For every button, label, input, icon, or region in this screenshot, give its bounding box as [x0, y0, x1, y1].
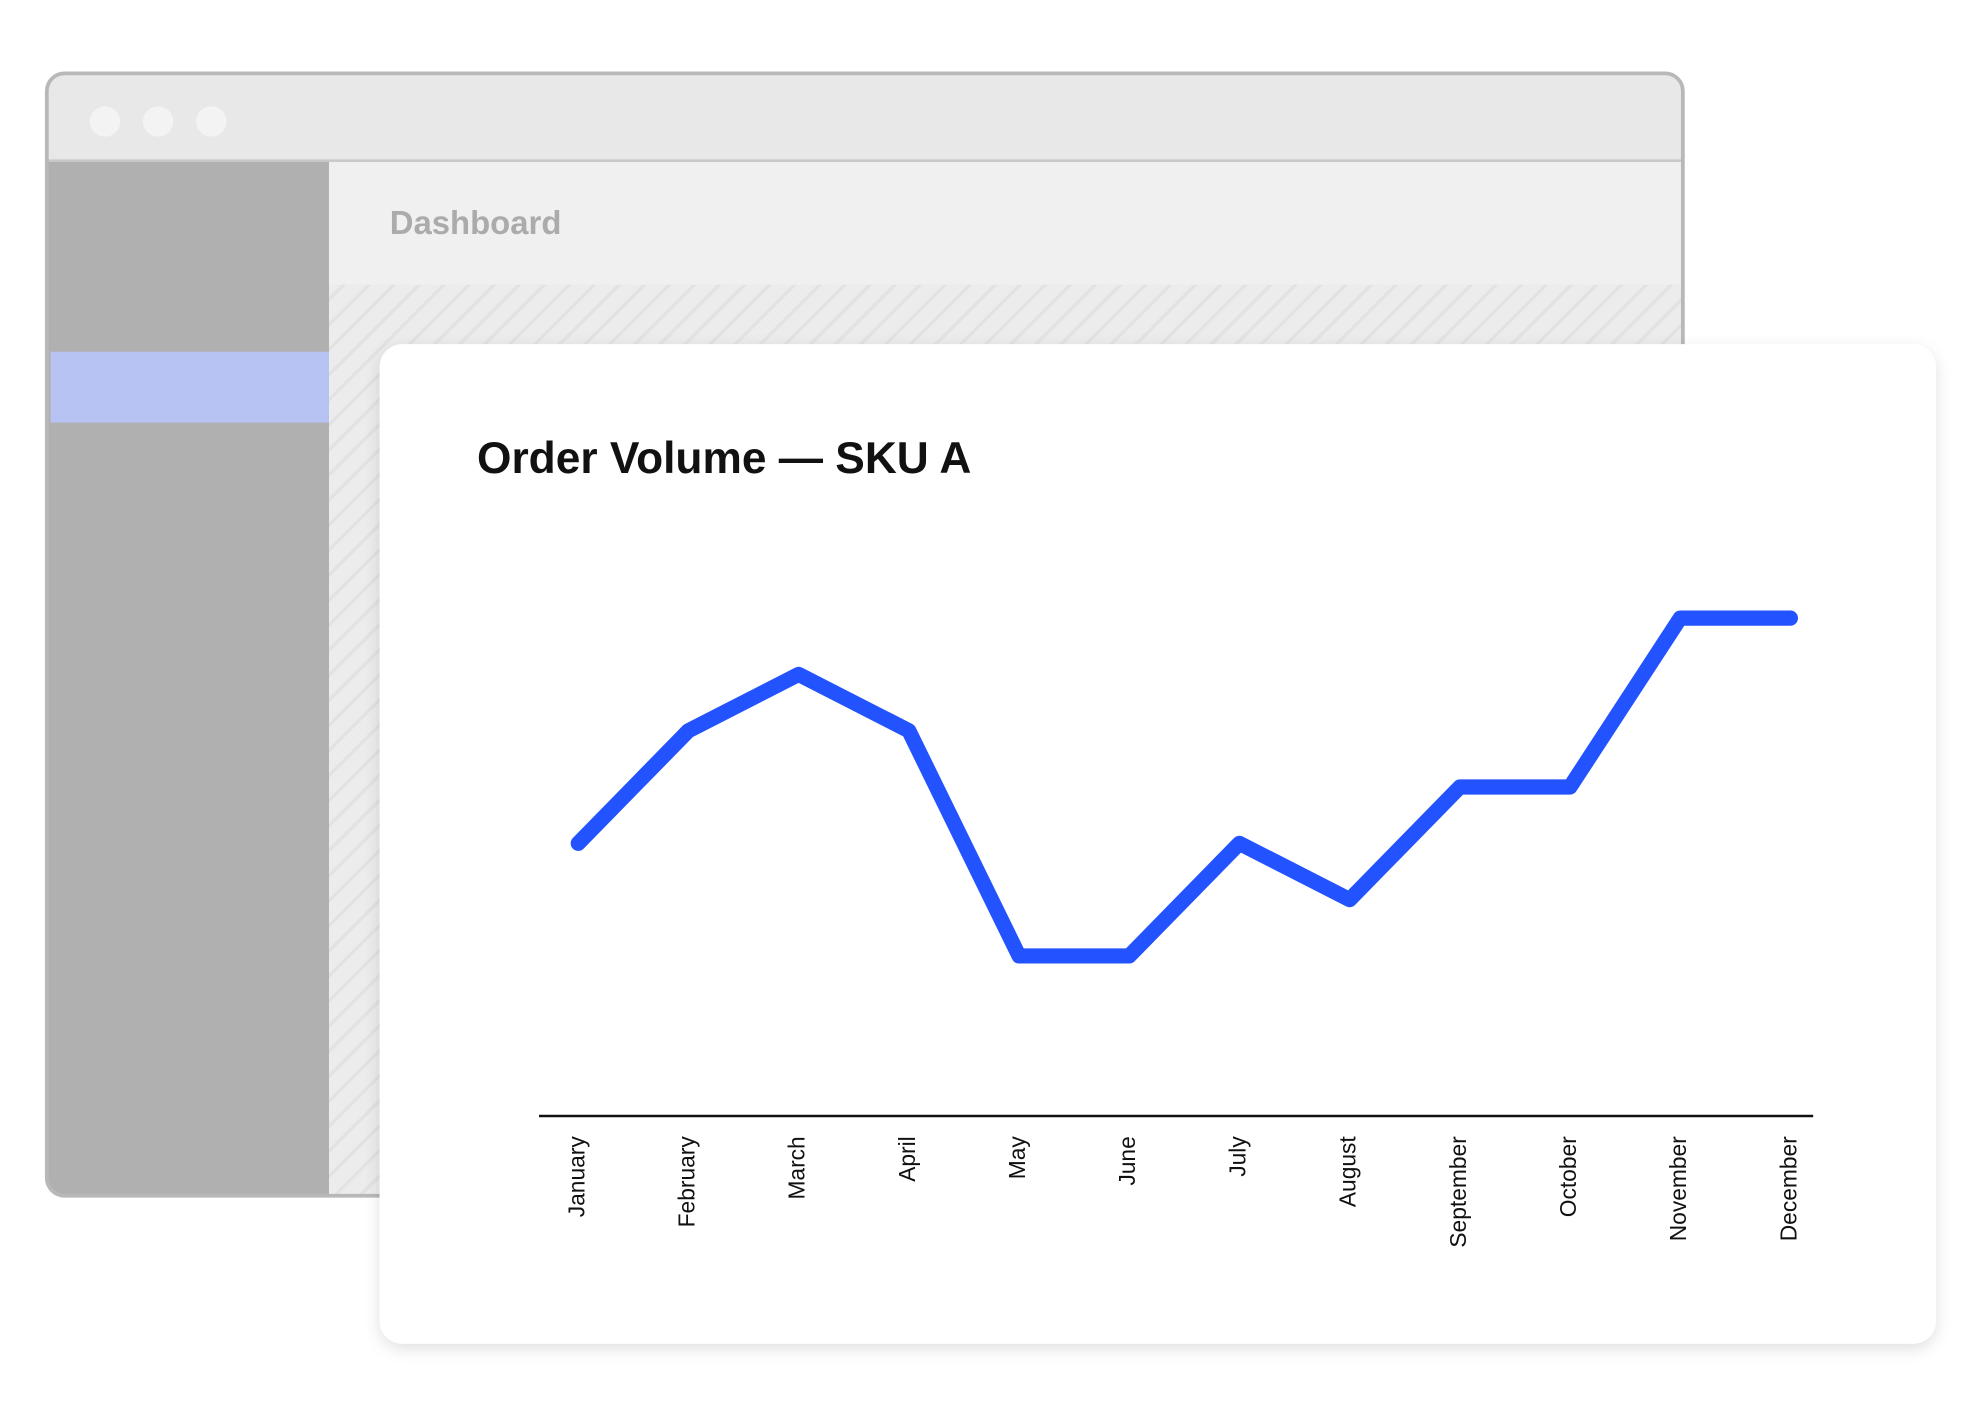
x-tick-label: December: [1775, 1136, 1801, 1241]
x-tick-label: November: [1665, 1136, 1691, 1241]
x-tick-label: February: [673, 1136, 699, 1228]
x-tick-label: April: [894, 1136, 920, 1182]
header-title: Dashboard: [390, 204, 562, 241]
x-tick-label: July: [1224, 1136, 1250, 1177]
x-tick-label: September: [1445, 1136, 1471, 1248]
line-series: [570, 610, 1799, 964]
sidebar-active-item[interactable]: [50, 351, 329, 423]
x-tick-label: May: [1004, 1136, 1030, 1180]
x-tick-label: October: [1555, 1136, 1581, 1217]
chart-title: Order Volume — SKU A: [477, 434, 971, 483]
x-tick-label: January: [563, 1136, 589, 1218]
window-dot[interactable]: [89, 106, 121, 137]
title-bar: [46, 73, 1683, 161]
header-bar: [328, 161, 1683, 285]
plot: January February March April May June July Augu…: [563, 610, 1801, 1248]
x-tick-label: June: [1114, 1136, 1140, 1185]
sidebar: [46, 161, 329, 1196]
x-tick-label: March: [784, 1136, 810, 1199]
window-dot[interactable]: [196, 106, 227, 137]
x-tick-label: August: [1335, 1136, 1361, 1208]
window-dot[interactable]: [142, 106, 174, 137]
chart-card: [379, 344, 1936, 1344]
